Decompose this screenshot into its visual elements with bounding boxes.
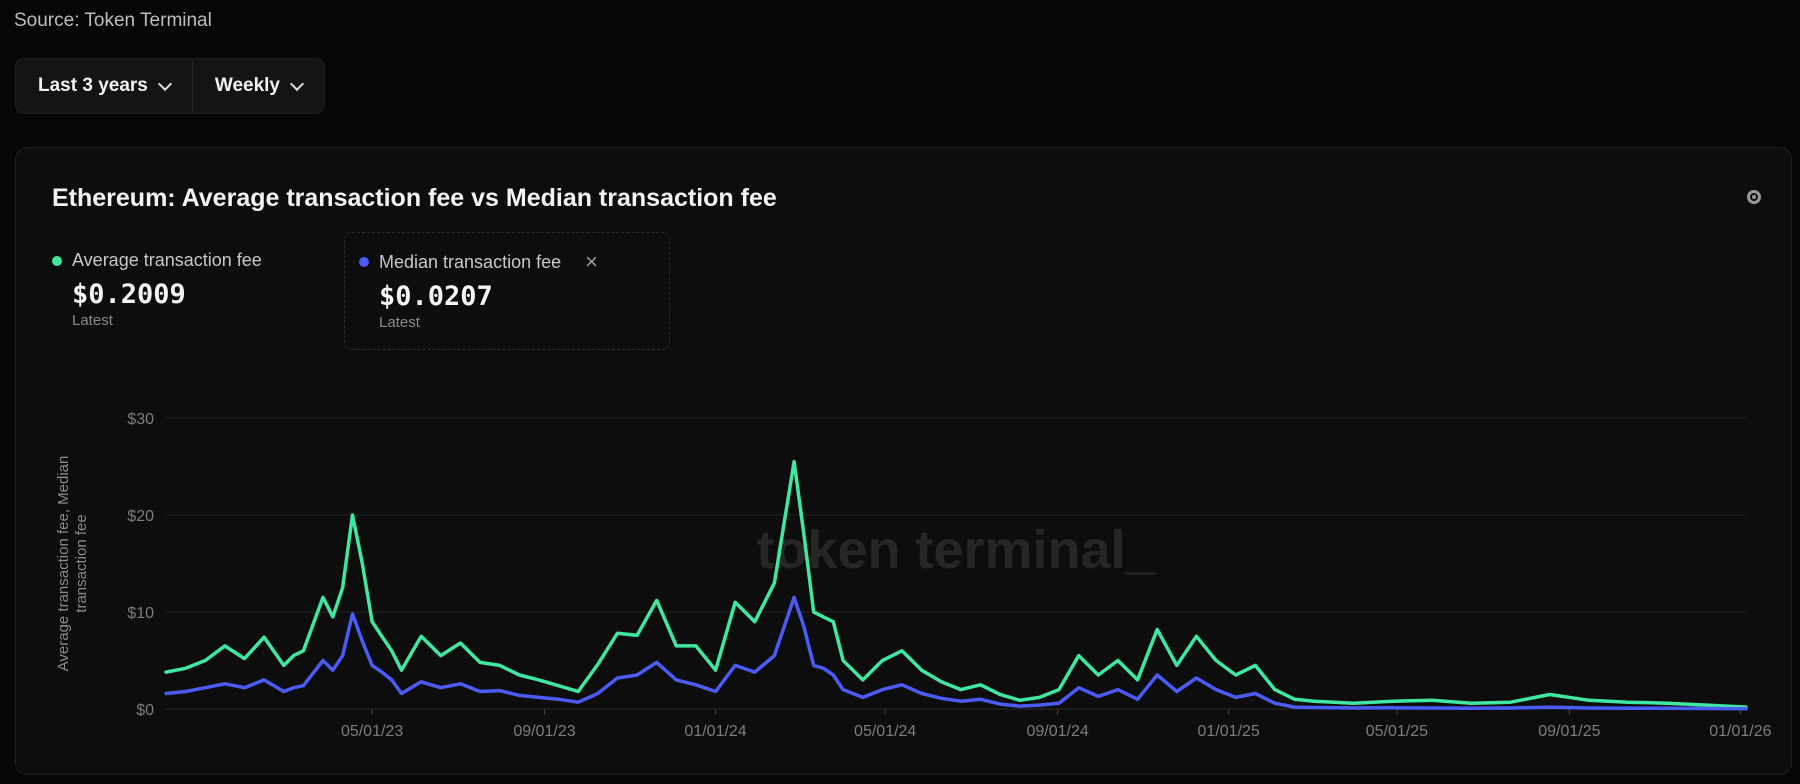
x-tick-label: 09/01/24 xyxy=(1027,723,1089,740)
legend-head: Average transaction fee xyxy=(52,250,348,271)
y-axis-label: Average transaction fee, Mediantransacti… xyxy=(55,456,90,672)
legend-head: Median transaction fee × xyxy=(359,251,669,273)
legend-item-average[interactable]: Average transaction fee $0.2009 Latest xyxy=(38,232,348,350)
y-tick-label: $10 xyxy=(127,605,154,622)
y-tick-label: $30 xyxy=(127,411,154,428)
y-tick-label: $0 xyxy=(136,702,154,719)
time-range-label: Last 3 years xyxy=(38,75,148,96)
series-line-median-transaction-fee xyxy=(164,595,1748,711)
legend-sub: Latest xyxy=(379,314,420,331)
x-tick-label: 05/01/25 xyxy=(1366,723,1428,740)
x-tick-label: 01/01/25 xyxy=(1198,723,1260,740)
chart-title: Ethereum: Average transaction fee vs Med… xyxy=(52,184,777,212)
series-line-average-transaction-fee xyxy=(164,459,1748,709)
x-tick-label: 09/01/23 xyxy=(513,723,575,740)
legend-value: $0.2009 xyxy=(72,279,186,310)
x-tick-label: 05/01/23 xyxy=(341,723,403,740)
filter-controls: Last 3 years Weekly xyxy=(15,58,325,114)
x-tick-label: 05/01/24 xyxy=(854,723,916,740)
legend-value: $0.0207 xyxy=(379,281,493,312)
legend-label: Median transaction fee xyxy=(379,251,562,272)
interval-label: Weekly xyxy=(214,75,280,96)
source-note: Source: Token Terminal xyxy=(14,10,212,31)
chevron-down-icon xyxy=(157,76,172,91)
legend-dot-icon xyxy=(359,257,369,267)
x-tick-label: 01/01/24 xyxy=(684,723,746,740)
y-tick-label: $20 xyxy=(127,508,154,525)
time-range-dropdown[interactable]: Last 3 years xyxy=(16,59,192,113)
legend-sub: Latest xyxy=(72,312,113,329)
settings-icon[interactable] xyxy=(1747,190,1761,204)
watermark: token terminal_ xyxy=(756,520,1156,580)
x-tick-label: 01/01/26 xyxy=(1709,723,1771,740)
legend-label: Average transaction fee xyxy=(72,250,262,270)
legend-item-median[interactable]: Median transaction fee × $0.0207 Latest xyxy=(344,232,670,350)
x-tick-label: 09/01/25 xyxy=(1538,723,1600,740)
chart-card: Ethereum: Average transaction fee vs Med… xyxy=(15,147,1792,775)
y-axis-label-line: transaction fee xyxy=(73,514,90,612)
y-axis-label-line: Average transaction fee, Median xyxy=(55,456,72,672)
close-icon[interactable]: × xyxy=(585,249,598,274)
interval-dropdown[interactable]: Weekly xyxy=(191,59,324,113)
chevron-down-icon xyxy=(289,76,305,91)
legend-dot-icon xyxy=(52,255,62,266)
line-chart: token terminal_ $0 $10 $20 $30 05/01/23 09/01/… xyxy=(55,411,1772,740)
